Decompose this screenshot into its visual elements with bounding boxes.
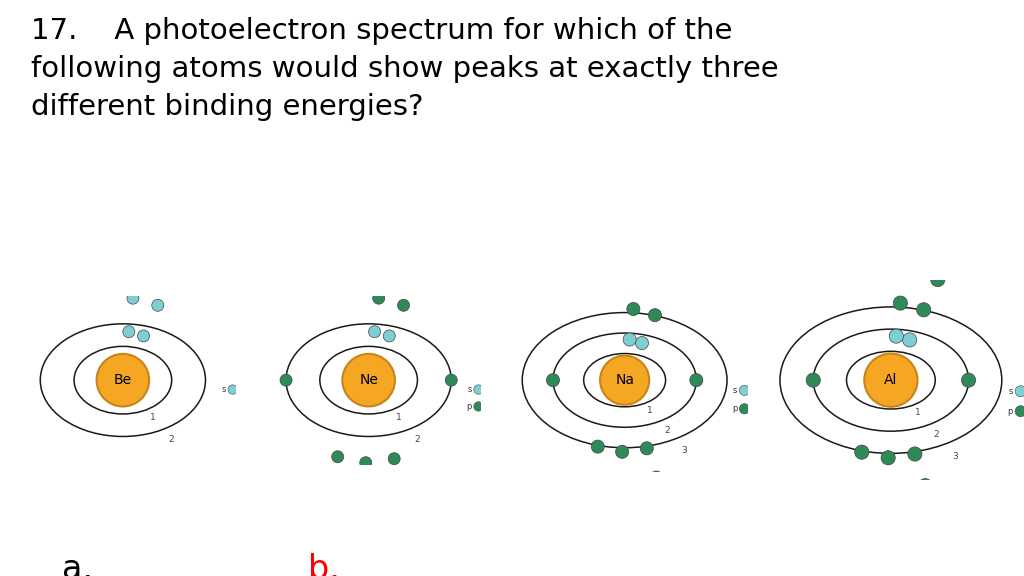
- Text: 2: 2: [934, 430, 939, 439]
- Circle shape: [137, 330, 150, 342]
- Text: s: s: [733, 386, 737, 395]
- Circle shape: [123, 325, 135, 338]
- Circle shape: [627, 302, 640, 316]
- Circle shape: [864, 354, 918, 407]
- Text: 3: 3: [681, 446, 687, 456]
- Text: p: p: [732, 404, 737, 414]
- Circle shape: [739, 404, 750, 414]
- Circle shape: [1015, 406, 1024, 417]
- Text: Al: Al: [884, 373, 898, 387]
- Text: p: p: [1008, 407, 1013, 416]
- Circle shape: [962, 373, 976, 387]
- Circle shape: [127, 292, 139, 304]
- Circle shape: [897, 263, 911, 277]
- Circle shape: [280, 374, 292, 386]
- Circle shape: [908, 447, 922, 461]
- Circle shape: [397, 300, 410, 311]
- Circle shape: [893, 296, 907, 310]
- Text: 1: 1: [647, 406, 653, 415]
- Text: 2: 2: [414, 435, 420, 444]
- Circle shape: [332, 451, 344, 463]
- Circle shape: [591, 440, 604, 453]
- Text: Na: Na: [615, 373, 634, 387]
- Circle shape: [152, 300, 164, 311]
- Circle shape: [623, 333, 636, 346]
- Circle shape: [636, 336, 648, 350]
- Circle shape: [855, 445, 869, 459]
- Text: Be: Be: [114, 373, 132, 387]
- Text: 1: 1: [395, 413, 401, 422]
- Circle shape: [600, 355, 649, 405]
- Circle shape: [359, 457, 372, 469]
- Circle shape: [373, 292, 385, 304]
- Circle shape: [880, 484, 894, 498]
- Circle shape: [881, 450, 895, 465]
- Circle shape: [474, 385, 483, 394]
- Circle shape: [739, 385, 750, 396]
- Text: 3: 3: [952, 452, 957, 461]
- Circle shape: [889, 329, 903, 343]
- Circle shape: [388, 453, 400, 465]
- Text: 2: 2: [168, 435, 174, 444]
- Text: 1: 1: [150, 413, 156, 422]
- Text: s: s: [1009, 386, 1013, 396]
- Text: p: p: [467, 402, 472, 411]
- Text: 17.    A photoelectron spectrum for which of the
following atoms would show peak: 17. A photoelectron spectrum for which o…: [31, 17, 778, 121]
- Text: b.: b.: [307, 553, 340, 576]
- Circle shape: [916, 302, 931, 317]
- Text: 2: 2: [664, 426, 670, 435]
- Circle shape: [614, 476, 628, 489]
- Circle shape: [445, 374, 458, 386]
- Circle shape: [342, 354, 395, 407]
- Circle shape: [96, 354, 150, 407]
- Circle shape: [931, 272, 945, 287]
- Circle shape: [228, 385, 238, 394]
- Circle shape: [474, 401, 483, 411]
- Text: 1: 1: [915, 408, 921, 418]
- Circle shape: [806, 373, 820, 387]
- Circle shape: [640, 442, 653, 455]
- Circle shape: [547, 374, 559, 386]
- Circle shape: [902, 333, 916, 347]
- Circle shape: [383, 330, 395, 342]
- Text: Ne: Ne: [359, 373, 378, 387]
- Text: s: s: [468, 385, 472, 394]
- Text: a.: a.: [62, 553, 93, 576]
- Circle shape: [618, 271, 631, 285]
- Circle shape: [919, 479, 932, 492]
- Circle shape: [615, 445, 629, 458]
- Circle shape: [369, 325, 381, 338]
- Text: s: s: [222, 385, 226, 394]
- Circle shape: [690, 374, 702, 386]
- Circle shape: [1015, 386, 1024, 397]
- Circle shape: [648, 309, 662, 322]
- Circle shape: [650, 471, 663, 484]
